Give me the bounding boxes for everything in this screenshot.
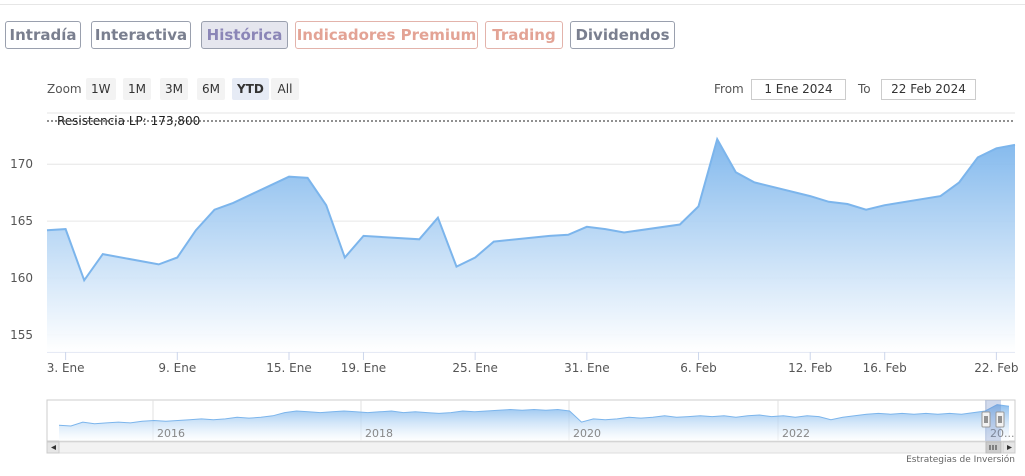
navigator-year-label: 2016 (157, 427, 185, 440)
top-divider (0, 4, 1025, 5)
navigator-year-label: 2022 (782, 427, 810, 440)
zoom-1m-button[interactable]: 1M (123, 78, 151, 100)
y-tick-label: 165 (10, 214, 33, 228)
x-tick-label: 9. Ene (158, 361, 196, 375)
range-to-label: To (858, 82, 871, 96)
footer-credit: Estrategias de Inversión (906, 455, 1015, 465)
x-tick-label: 25. Ene (452, 361, 497, 375)
navigator-line (58, 404, 1010, 427)
x-tick-label: 16. Feb (863, 361, 907, 375)
navigator-year-label: 2018 (365, 427, 393, 440)
x-tick-label: 31. Ene (564, 361, 609, 375)
navigator-area (59, 404, 1009, 441)
y-tick-label: 160 (10, 271, 33, 285)
x-tick-label: 6. Feb (680, 361, 717, 375)
x-tick-label: 15. Ene (266, 361, 311, 375)
navigator-selection (985, 400, 1001, 441)
zoom-all-button[interactable]: All (271, 78, 299, 100)
x-tick-label: 3. Ene (47, 361, 85, 375)
range-from-input[interactable]: 1 Ene 2024 (751, 79, 846, 100)
zoom-label: Zoom (47, 82, 82, 96)
x-tick-label: 22. Feb (974, 361, 1018, 375)
zoom-6m-button[interactable]: 6M (197, 78, 225, 100)
navigator-left-handle[interactable] (981, 411, 991, 428)
x-tick-label: 19. Ene (341, 361, 386, 375)
tab-indicadores-premium[interactable]: Indicadores Premium (295, 21, 478, 49)
y-tick-label: 170 (10, 157, 33, 171)
range-to-input[interactable]: 22 Feb 2024 (881, 79, 976, 100)
scroll-right-arrow-icon (1007, 445, 1012, 450)
price-area-fill (47, 139, 1015, 352)
navigator-year-label: 20... (990, 427, 1015, 440)
tab-trading[interactable]: Trading (485, 21, 563, 49)
y-tick-label: 155 (10, 328, 33, 342)
zoom-3m-button[interactable]: 3M (160, 78, 188, 100)
navigator-year-label: 2020 (573, 427, 601, 440)
navigator-right-handle[interactable] (995, 411, 1005, 428)
tab-dividendos[interactable]: Dividendos (570, 21, 675, 49)
scroll-left-arrow-icon (51, 445, 56, 450)
navigator[interactable]: 2016 2018 2020 2022 20... (46, 399, 1016, 454)
range-from-label: From (714, 82, 744, 96)
navigator-scrollbar-track[interactable] (46, 441, 1016, 454)
tab-intradia[interactable]: Intradía (5, 21, 81, 49)
x-tick-label: 12. Feb (788, 361, 832, 375)
tab-historica[interactable]: Histórica (201, 21, 288, 49)
price-line (46, 136, 1016, 283)
zoom-ytd-button[interactable]: YTD (232, 78, 269, 100)
tab-interactiva[interactable]: Interactiva (91, 21, 191, 49)
zoom-1w-button[interactable]: 1W (86, 78, 116, 100)
